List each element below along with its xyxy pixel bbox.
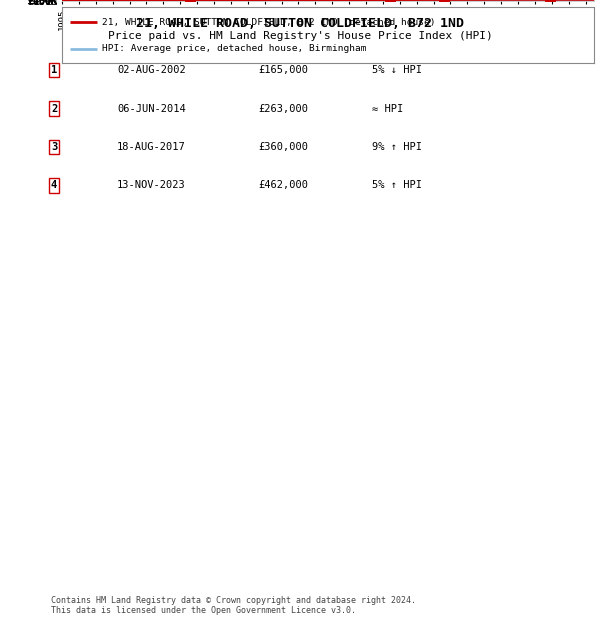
Text: 5% ↑ HPI: 5% ↑ HPI <box>372 180 422 190</box>
Text: 21, WHILE ROAD, SUTTON COLDFIELD, B72 1ND: 21, WHILE ROAD, SUTTON COLDFIELD, B72 1N… <box>136 17 464 30</box>
Text: £165,000: £165,000 <box>258 65 308 75</box>
Text: 4: 4 <box>51 180 57 190</box>
Text: 5% ↓ HPI: 5% ↓ HPI <box>372 65 422 75</box>
Text: Contains HM Land Registry data © Crown copyright and database right 2024.
This d: Contains HM Land Registry data © Crown c… <box>51 596 416 615</box>
Text: 18-AUG-2017: 18-AUG-2017 <box>117 142 186 152</box>
Text: 02-AUG-2002: 02-AUG-2002 <box>117 65 186 75</box>
Text: 21, WHILE ROAD, SUTTON COLDFIELD, B72 1ND (detached house): 21, WHILE ROAD, SUTTON COLDFIELD, B72 1N… <box>102 18 436 27</box>
Text: £263,000: £263,000 <box>258 104 308 113</box>
Text: 1: 1 <box>51 65 57 75</box>
Text: 13-NOV-2023: 13-NOV-2023 <box>117 180 186 190</box>
Text: HPI: Average price, detached house, Birmingham: HPI: Average price, detached house, Birm… <box>102 44 367 53</box>
Text: 06-JUN-2014: 06-JUN-2014 <box>117 104 186 113</box>
Text: 9% ↑ HPI: 9% ↑ HPI <box>372 142 422 152</box>
Text: Price paid vs. HM Land Registry's House Price Index (HPI): Price paid vs. HM Land Registry's House … <box>107 31 493 41</box>
Text: £360,000: £360,000 <box>258 142 308 152</box>
Text: 2: 2 <box>51 104 57 113</box>
Text: ≈ HPI: ≈ HPI <box>372 104 403 113</box>
Text: £462,000: £462,000 <box>258 180 308 190</box>
Text: 3: 3 <box>51 142 57 152</box>
